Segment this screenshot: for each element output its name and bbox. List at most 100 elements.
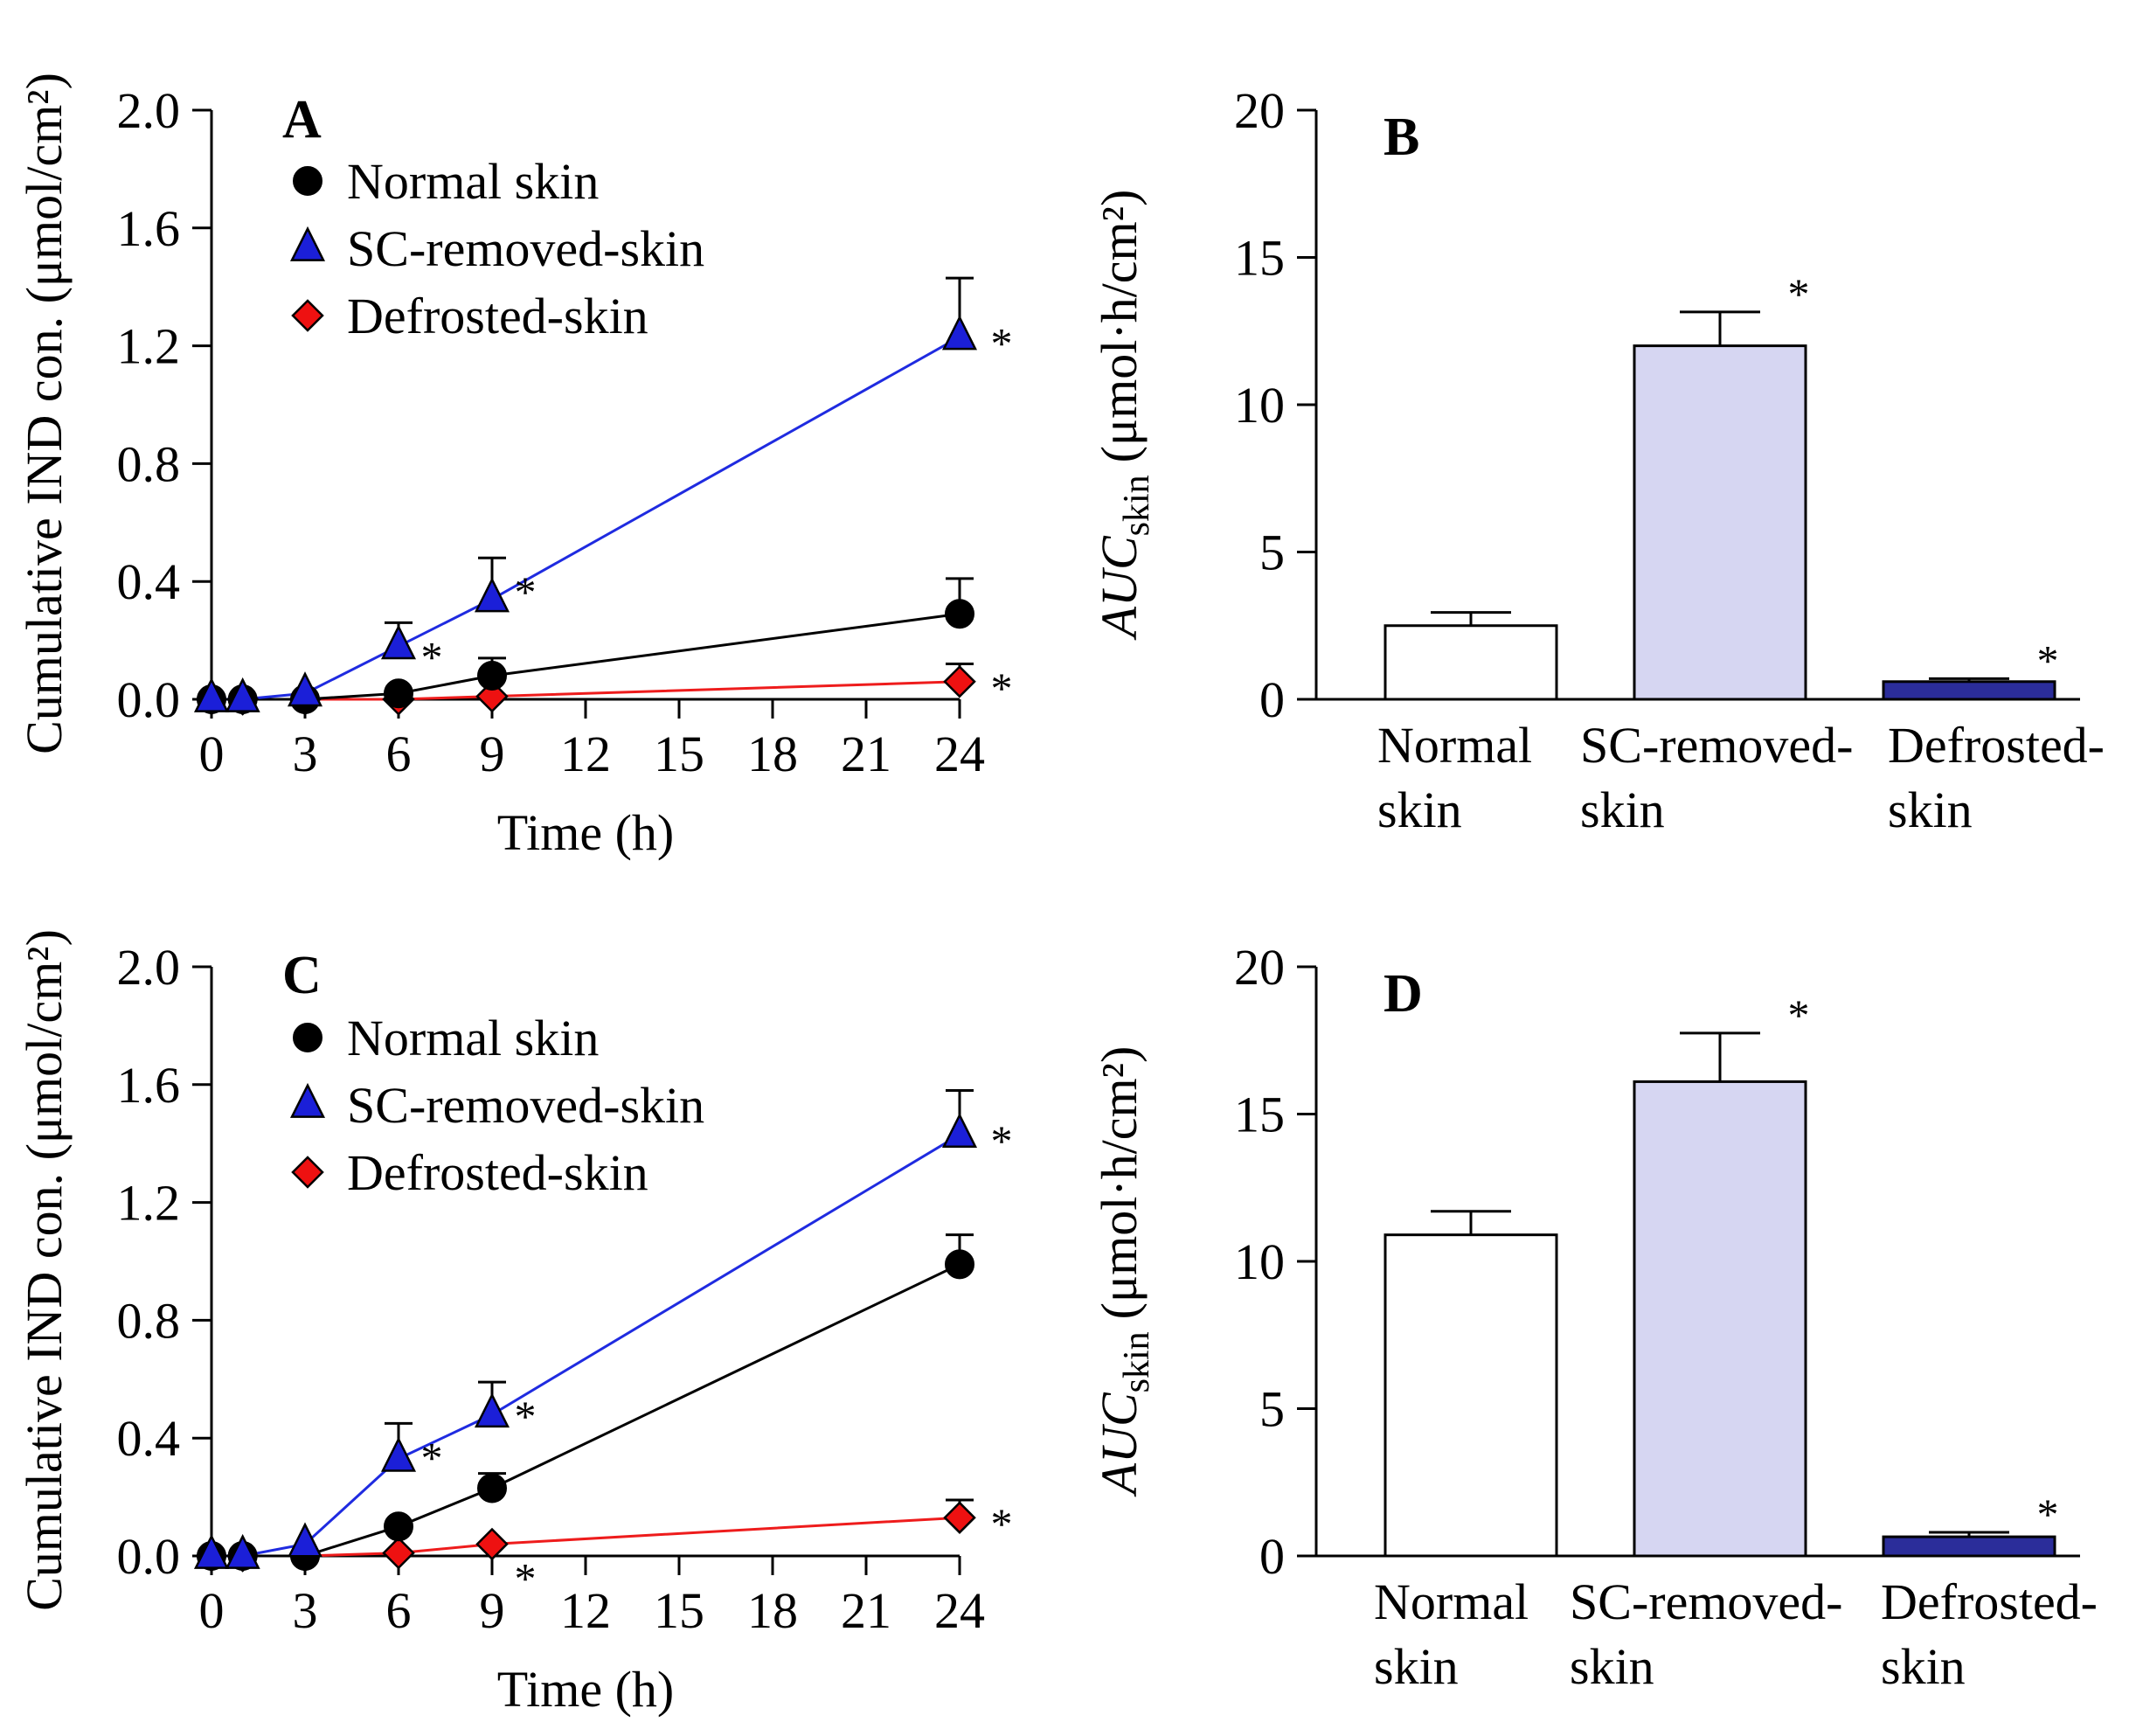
x-tick-label: 24 xyxy=(934,726,985,782)
legend-label: Normal skin xyxy=(347,1010,599,1066)
category-label: Defrosted- xyxy=(1881,1573,2098,1630)
x-tick-label: 9 xyxy=(480,726,505,782)
y-tick-label: 5 xyxy=(1259,524,1285,581)
panel-b: 05101520AUCskin(μmol·h/cm²)BNormalskin*S… xyxy=(1091,82,2105,838)
y-axis-label-sub: skin xyxy=(1117,1331,1157,1392)
x-tick-label: 6 xyxy=(386,726,412,782)
legend-label: SC-removed-skin xyxy=(347,220,704,277)
data-point xyxy=(475,679,509,713)
y-axis-label-unit: (μmol·h/cm²) xyxy=(1091,1046,1148,1320)
y-tick-label: 2.0 xyxy=(117,82,181,139)
legend-marker xyxy=(291,299,324,332)
series-line xyxy=(212,1263,960,1558)
y-axis-label: AUCskin (μmol·h/cm²) xyxy=(1091,190,1157,642)
panel-label: B xyxy=(1384,108,1419,167)
data-point xyxy=(474,1392,510,1428)
x-tick-label: 0 xyxy=(199,1582,225,1639)
data-point xyxy=(943,1501,976,1534)
data-point xyxy=(477,1473,507,1503)
data-point xyxy=(945,599,974,629)
significance-asterisk: * xyxy=(515,1554,537,1603)
category-label: SC-removed- xyxy=(1570,1573,1843,1630)
legend-label: SC-removed-skin xyxy=(347,1077,704,1134)
y-tick-label: 0.4 xyxy=(117,553,181,610)
y-axis-label-main: AUC xyxy=(1091,535,1148,641)
panel-d: 05101520AUCskin(μmol·h/cm²)DNormalskin*S… xyxy=(1091,939,2098,1695)
x-tick-label: 3 xyxy=(293,1582,318,1639)
legend-marker xyxy=(293,166,322,196)
y-tick-label: 2.0 xyxy=(117,939,181,996)
significance-asterisk: * xyxy=(1788,990,1810,1039)
data-point xyxy=(475,1527,509,1561)
significance-asterisk: * xyxy=(1788,269,1810,318)
y-tick-label: 20 xyxy=(1234,82,1285,139)
significance-asterisk: * xyxy=(421,632,443,681)
panel-c: 0.0 0.4 0.8 1.2 1.6 2.0 0 3 6 9 12 15 18 21 24 Time (h)… xyxy=(16,929,1013,1718)
y-tick-label: 0 xyxy=(1259,1528,1285,1585)
data-point xyxy=(945,1249,974,1280)
y-axis-label-unit: (μmol·h/cm²) xyxy=(1091,190,1148,463)
data-point xyxy=(941,315,978,351)
significance-asterisk: * xyxy=(2037,635,2059,684)
category-label: skin xyxy=(1888,781,1973,838)
y-axis-label: AUCskin (μmol·h/cm²) xyxy=(1091,1046,1157,1498)
data-point xyxy=(193,677,230,712)
bar xyxy=(1633,1080,1807,1558)
bar xyxy=(1633,344,1807,701)
y-tick-label: 15 xyxy=(1234,1087,1285,1143)
x-axis-label: Time (h) xyxy=(497,804,675,861)
data-point xyxy=(477,661,507,691)
category-label: Normal xyxy=(1374,1573,1529,1630)
x-tick-label: 24 xyxy=(934,1582,985,1639)
y-tick-label: 1.6 xyxy=(117,200,181,257)
y-axis-label-sub: skin xyxy=(1117,475,1157,536)
y-tick-label: 10 xyxy=(1234,1233,1285,1290)
legend-label: Normal skin xyxy=(347,153,599,210)
x-tick-label: 3 xyxy=(293,726,318,782)
y-tick-label: 0.8 xyxy=(117,435,181,492)
x-tick-label: 15 xyxy=(654,726,704,782)
y-tick-label: 0.4 xyxy=(117,1410,181,1467)
y-axis-label: Cumulative IND con. (μmol/cm²) xyxy=(16,73,73,754)
bar xyxy=(1882,680,2056,701)
data-point xyxy=(225,1533,260,1569)
y-tick-label: 0 xyxy=(1259,671,1285,728)
significance-asterisk: * xyxy=(991,1499,1013,1548)
significance-asterisk: * xyxy=(991,1116,1013,1165)
legend-label: Defrosted-skin xyxy=(347,1144,648,1201)
category-label: Defrosted- xyxy=(1888,717,2105,774)
data-point xyxy=(287,671,323,707)
significance-asterisk: * xyxy=(421,1433,443,1482)
data-point xyxy=(943,665,976,698)
significance-asterisk: * xyxy=(515,1392,537,1441)
legend-marker xyxy=(293,1023,322,1052)
x-tick-label: 6 xyxy=(386,1582,412,1639)
y-tick-label: 1.2 xyxy=(117,318,181,375)
x-tick-label: 9 xyxy=(480,1582,505,1639)
y-tick-label: 5 xyxy=(1259,1381,1285,1438)
y-tick-label: 0.0 xyxy=(117,1528,181,1585)
category-label: skin xyxy=(1580,781,1665,838)
data-point xyxy=(941,1112,978,1149)
y-tick-label: 0.8 xyxy=(117,1292,181,1349)
y-tick-label: 15 xyxy=(1234,230,1285,287)
x-tick-label: 18 xyxy=(747,726,798,782)
y-axis-label-main: AUC xyxy=(1091,1392,1148,1497)
y-tick-label: 1.2 xyxy=(117,1175,181,1232)
category-label: skin xyxy=(1377,781,1462,838)
panel-label: A xyxy=(282,90,322,149)
category-label: Normal xyxy=(1377,717,1532,774)
data-point xyxy=(380,624,417,660)
legend-label: Defrosted-skin xyxy=(347,288,648,344)
bar xyxy=(1384,1233,1558,1558)
significance-asterisk: * xyxy=(515,567,537,616)
data-point xyxy=(225,677,260,712)
x-tick-label: 21 xyxy=(841,1582,891,1639)
category-label: skin xyxy=(1570,1638,1654,1695)
data-point xyxy=(382,1536,415,1570)
bar xyxy=(1384,624,1558,701)
category-label: skin xyxy=(1374,1638,1459,1695)
panel-label: D xyxy=(1384,964,1423,1024)
significance-asterisk: * xyxy=(2037,1489,2059,1538)
